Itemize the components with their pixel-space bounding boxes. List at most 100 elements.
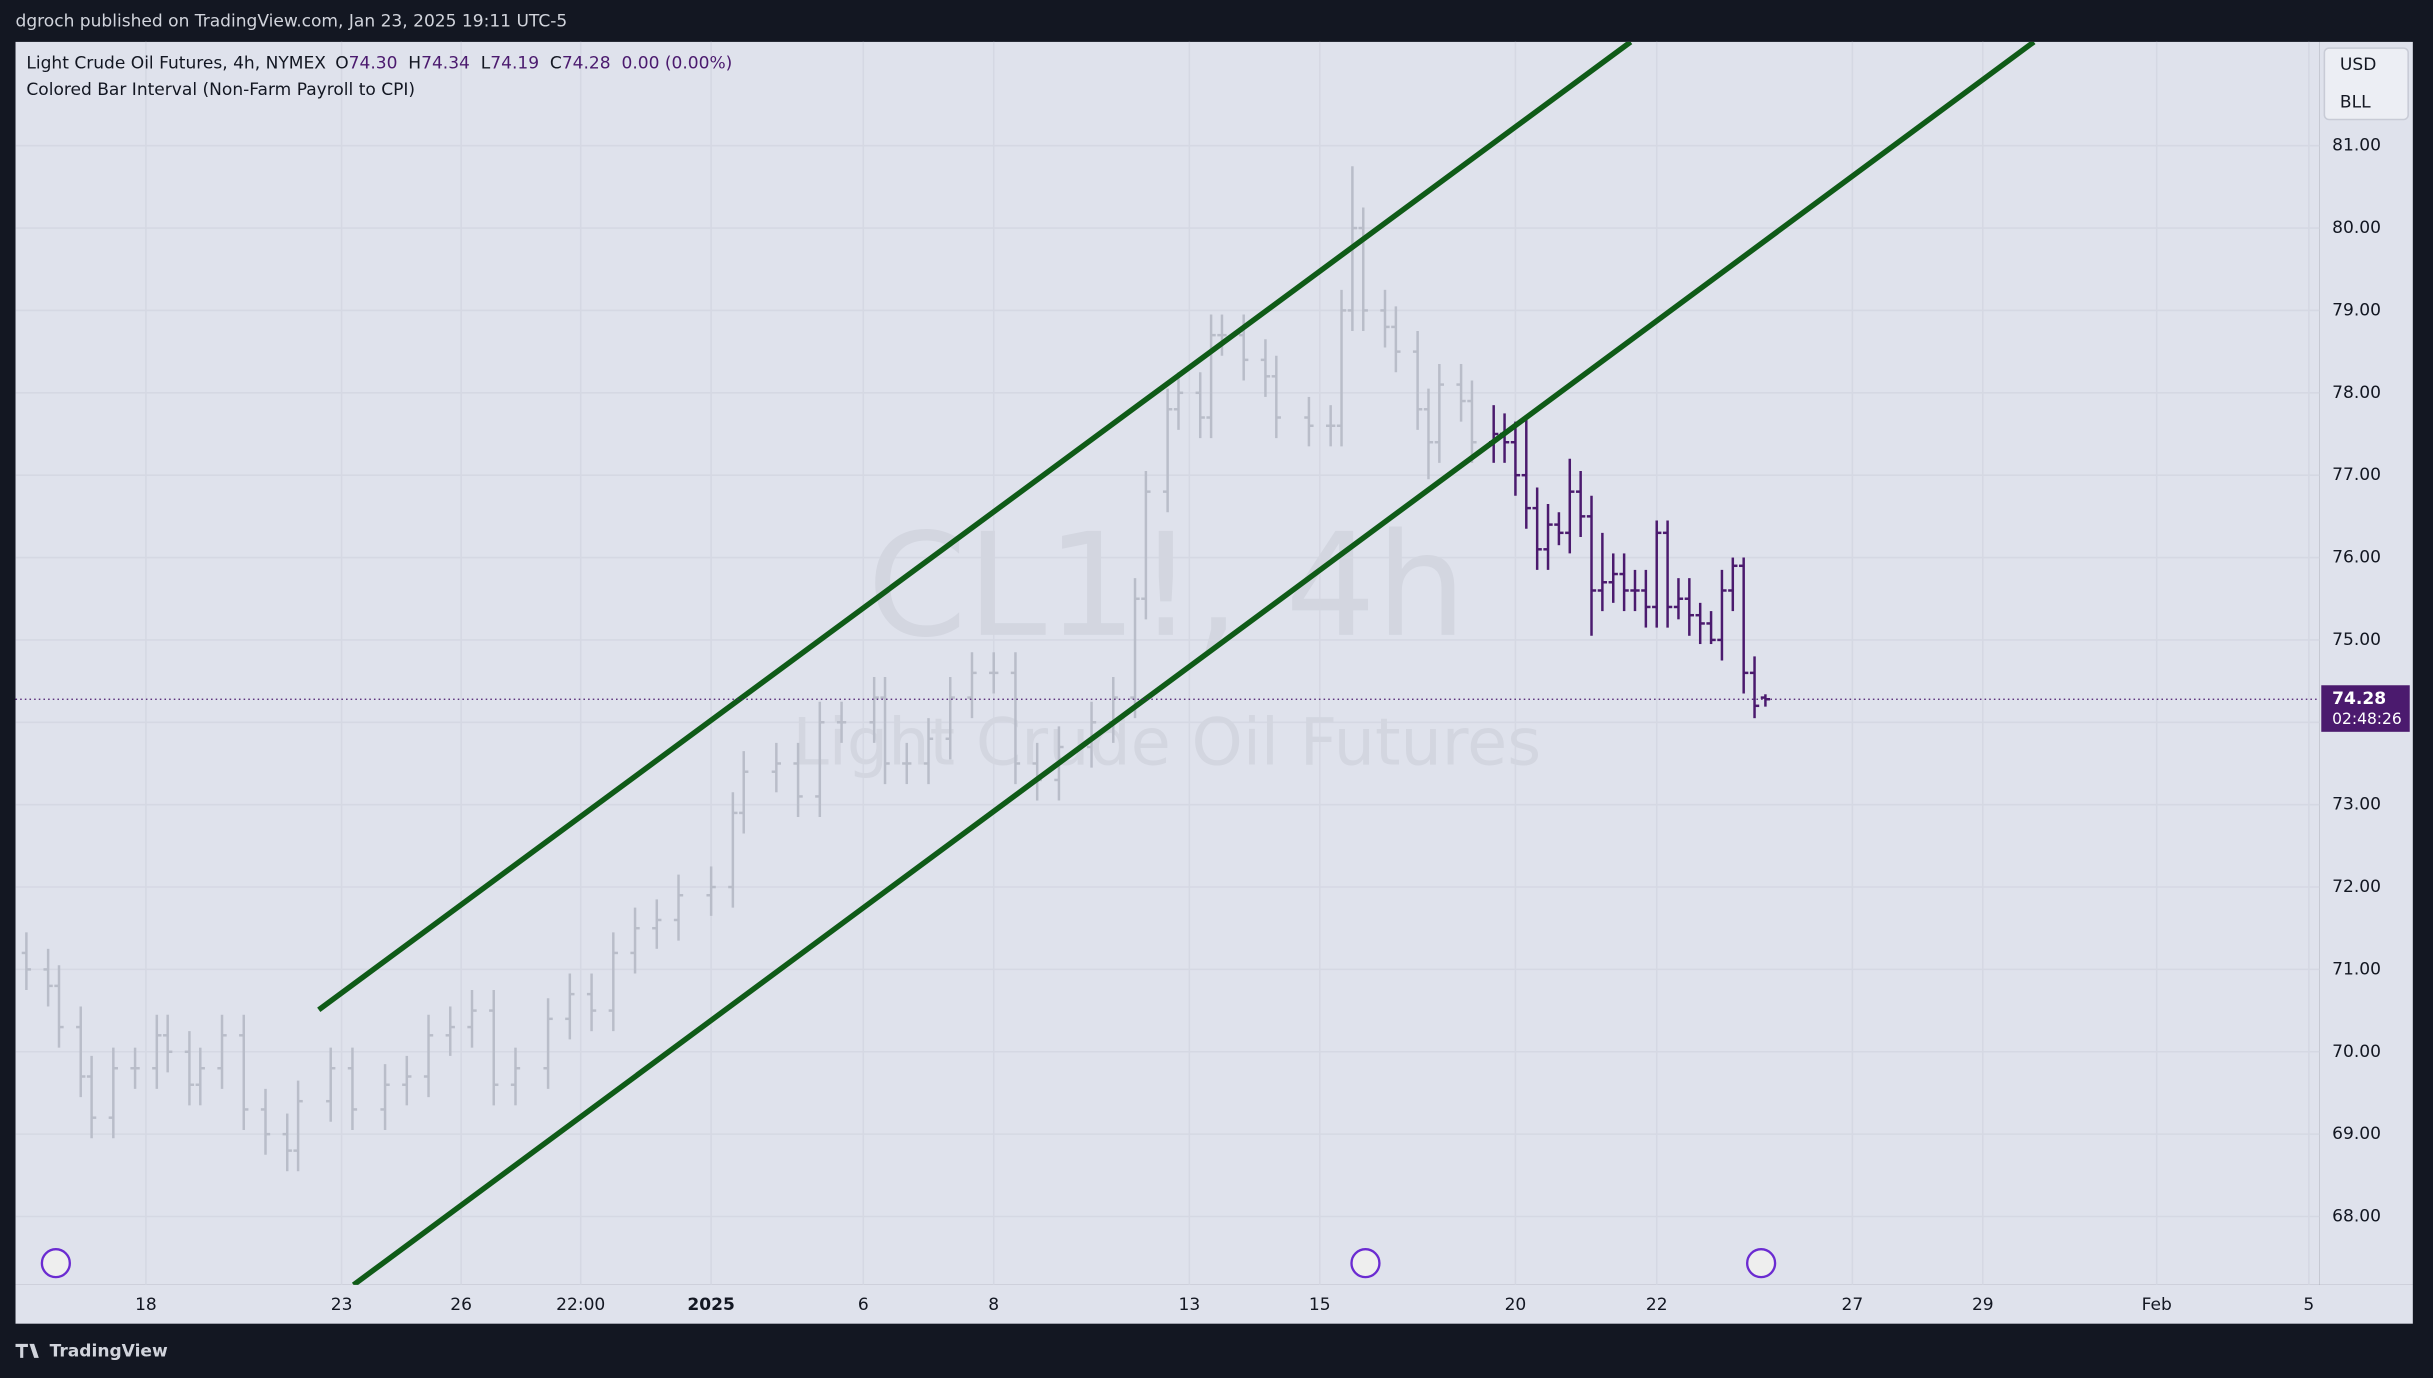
x-tick-label: 20 xyxy=(1505,1295,1527,1315)
unit[interactable]: BLL xyxy=(2340,92,2371,112)
indicator: Colored Bar Interval (Non-Farm Payroll t… xyxy=(26,80,415,100)
bar xyxy=(239,1014,249,1131)
quote-label: L xyxy=(481,54,491,74)
quote-label: C xyxy=(550,54,562,74)
bar xyxy=(586,973,597,1032)
bar xyxy=(739,751,749,834)
bar xyxy=(1619,553,1629,612)
trendline xyxy=(351,41,2036,1285)
price-axis xyxy=(2319,41,2413,1285)
quote-value: 0.00 (0.00%) xyxy=(621,54,732,74)
bar xyxy=(1597,532,1608,612)
bar xyxy=(510,1047,521,1106)
bar xyxy=(1467,380,1477,463)
bar xyxy=(565,973,575,1040)
bar xyxy=(815,701,825,818)
event-icon[interactable] xyxy=(1746,1248,1777,1279)
bar xyxy=(1195,372,1205,439)
currency[interactable]: USD xyxy=(2340,55,2376,75)
bar xyxy=(1304,396,1314,447)
quote-value: 74.30 xyxy=(349,54,398,74)
bar xyxy=(880,676,890,785)
bar xyxy=(380,1064,390,1131)
symbol: Light Crude Oil Futures, 4h, NYMEX xyxy=(26,54,326,74)
bar xyxy=(1358,207,1368,332)
x-tick-label: Feb xyxy=(2142,1295,2172,1315)
quote: O74.30 H74.34 L74.19 C74.28 0.00 (0.00%) xyxy=(335,54,732,74)
quote-value: 74.34 xyxy=(421,54,470,74)
bar xyxy=(1217,314,1227,356)
quote-value: 74.28 xyxy=(562,54,611,74)
bar xyxy=(1749,656,1760,719)
x-tick-label: 6 xyxy=(858,1295,869,1315)
x-tick-label: 22 xyxy=(1646,1295,1668,1315)
bar xyxy=(945,676,955,760)
y-tick-label: 70.00 xyxy=(2332,1042,2381,1062)
marks xyxy=(15,41,2320,1285)
event-icons xyxy=(40,1248,1777,1279)
bar xyxy=(445,1006,455,1056)
bar xyxy=(1336,289,1347,447)
bar xyxy=(1162,388,1173,513)
bar xyxy=(1641,569,1651,628)
bar xyxy=(163,1014,173,1073)
bar xyxy=(467,990,477,1048)
bar xyxy=(1086,701,1097,768)
last-price-label: 74.28 xyxy=(2332,689,2386,709)
bar xyxy=(728,792,738,908)
brand-logo xyxy=(15,1343,39,1358)
quote-label: O xyxy=(335,54,348,74)
bar xyxy=(630,907,640,974)
bar xyxy=(86,1055,97,1139)
bar xyxy=(347,1047,358,1131)
y-tick-label: 75.00 xyxy=(2332,630,2381,650)
bar xyxy=(902,742,912,785)
x-tick-label: 2025 xyxy=(687,1295,734,1315)
bar xyxy=(652,899,662,949)
bar xyxy=(989,652,999,694)
bar xyxy=(1565,458,1575,554)
y-tick-label: 68.00 xyxy=(2332,1207,2381,1227)
bar xyxy=(293,1080,303,1172)
bar xyxy=(1575,471,1586,537)
y-tick-label: 78.00 xyxy=(2332,383,2381,403)
bar xyxy=(1423,388,1434,480)
y-tick-label: 79.00 xyxy=(2332,300,2381,320)
time-axis xyxy=(15,1284,2413,1324)
y-tick-label: 77.00 xyxy=(2332,465,2381,485)
bar xyxy=(1206,314,1216,439)
x-tick-label: 26 xyxy=(450,1295,472,1315)
y-tick-label: 69.00 xyxy=(2332,1124,2381,1144)
currency-box[interactable] xyxy=(2323,47,2409,121)
bar xyxy=(1706,611,1716,645)
bar xyxy=(130,1047,140,1089)
x-tick-label: 22:00 xyxy=(556,1295,605,1315)
y-tick-label: 71.00 xyxy=(2332,959,2381,979)
x-tick-label: 27 xyxy=(1842,1295,1864,1315)
bar xyxy=(793,742,803,818)
bar xyxy=(1695,602,1705,645)
quote-values: O74.30 H74.34 L74.19 C74.28 0.00 (0.00%) xyxy=(335,54,732,74)
bar xyxy=(423,1014,434,1098)
x-tick-label: 13 xyxy=(1179,1295,1201,1315)
bar xyxy=(43,948,53,1007)
bar xyxy=(1510,421,1521,496)
bar xyxy=(1554,512,1564,546)
x-tick-label: 18 xyxy=(135,1295,157,1315)
bar xyxy=(1684,578,1694,636)
event-icon[interactable] xyxy=(1350,1248,1381,1279)
countdown: 02:48:26 xyxy=(2332,710,2402,728)
bar xyxy=(21,932,32,991)
plot-area xyxy=(15,41,2320,1285)
bar xyxy=(1412,331,1423,430)
event-icon[interactable] xyxy=(40,1248,71,1279)
y-tick-label: 80.00 xyxy=(2332,218,2381,238)
x-tick-label: 29 xyxy=(1972,1295,1994,1315)
y-tick-label: 72.00 xyxy=(2332,877,2381,897)
bar xyxy=(54,965,64,1048)
bar xyxy=(195,1047,205,1106)
bar xyxy=(1673,578,1684,620)
grid xyxy=(15,41,2320,1285)
bar xyxy=(608,932,618,1032)
